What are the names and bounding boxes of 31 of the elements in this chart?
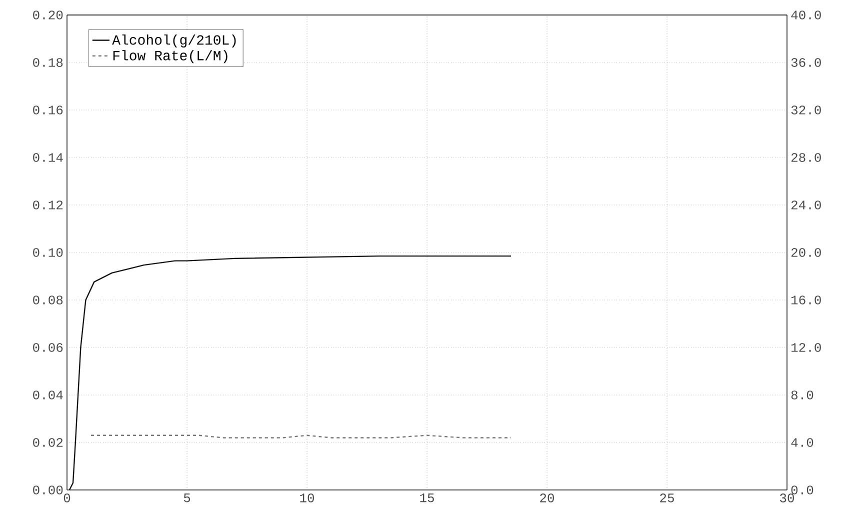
y2-tick-label: 24.0 <box>791 200 821 210</box>
y2-tick-label: 32.0 <box>791 106 821 114</box>
y-tick-label: 0.20 <box>33 10 63 20</box>
x-tick-label: 25 <box>660 494 674 502</box>
legend-label: Flow Rate(L/M) <box>113 50 228 64</box>
y2-tick-label: 12.0 <box>791 343 821 352</box>
x-tick-label: 5 <box>184 494 190 502</box>
y2-tick-label: 4.0 <box>791 438 814 447</box>
y2-tick-label: 8.0 <box>791 390 814 400</box>
x-tick-label: 30 <box>780 494 794 502</box>
y-tick-label: 0.06 <box>33 343 63 352</box>
y-tick-label: 0.18 <box>33 58 63 67</box>
y-tick-label: 0.02 <box>33 438 63 447</box>
y-tick-label: 0.12 <box>33 200 63 210</box>
x-tick-label: 20 <box>540 494 554 502</box>
y2-tick-label: 20.0 <box>791 248 821 257</box>
y-tick-label: 0.08 <box>33 296 63 304</box>
y2-tick-label: 40.0 <box>791 10 821 20</box>
y2-tick-label: 28.0 <box>791 153 821 162</box>
y2-tick-label: 0.0 <box>791 486 814 494</box>
y-tick-label: 0.16 <box>33 106 63 114</box>
x-tick-label: 0 <box>64 494 70 502</box>
y-tick-label: 0.04 <box>33 390 63 400</box>
y-tick-label: 0.10 <box>33 248 63 257</box>
y-tick-label: 0.00 <box>33 486 63 494</box>
y2-tick-label: 36.0 <box>791 58 821 67</box>
y-tick-label: 0.14 <box>33 153 63 162</box>
y2-tick-label: 16.0 <box>791 296 821 304</box>
x-tick-label: 10 <box>300 494 314 502</box>
legend-label: Alcohol(g/210L) <box>112 34 236 48</box>
x-tick-label: 15 <box>420 494 434 502</box>
